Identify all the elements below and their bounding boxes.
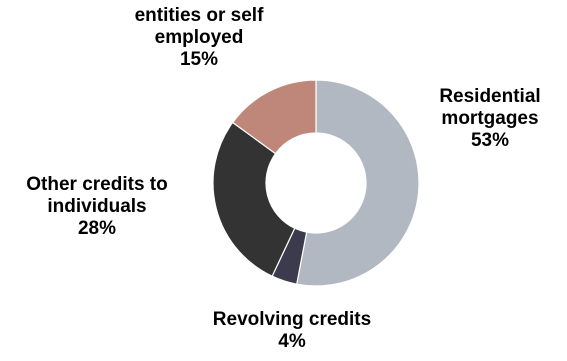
slice-label-text: mortgages — [441, 108, 538, 129]
slices-layer — [212, 79, 420, 287]
slice-label-text: employed — [155, 27, 244, 48]
slice-label-text: Other credits to — [26, 174, 167, 195]
slice-value-label: 53% — [471, 130, 509, 151]
slice-label-text: Residential — [439, 86, 540, 107]
slice-label-text: Other - small — [141, 0, 257, 4]
slice-value-label: 4% — [278, 331, 306, 352]
slice-label-text: entities or self — [135, 5, 264, 26]
slice-label-text: individuals — [47, 196, 146, 217]
slice-value-label: 15% — [180, 49, 218, 70]
slice-2 — [212, 121, 296, 277]
slice-value-label: 28% — [78, 218, 116, 239]
slice-3 — [231, 79, 317, 155]
slice-label-text: Revolving credits — [213, 309, 371, 330]
slice-0 — [295, 79, 420, 287]
